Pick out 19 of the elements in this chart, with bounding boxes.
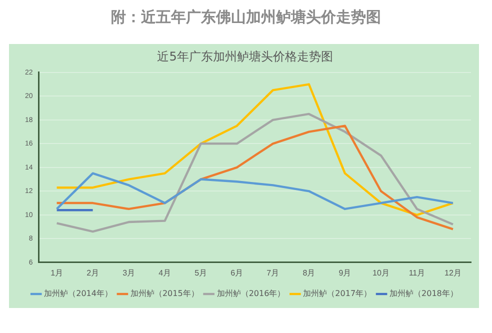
chart-title: 附：近五年广东佛山加州鲈塘头价走势图 (110, 8, 382, 27)
legend-label: 加州鲈（2017年） (303, 289, 372, 298)
x-tick-label: 2月 (86, 268, 100, 278)
x-tick-label: 7月 (266, 268, 280, 278)
legend-label: 加州鲈（2014年） (44, 289, 112, 298)
x-tick-label: 11月 (408, 268, 426, 278)
x-tick-label: 10月 (372, 268, 390, 278)
x-tick-label: 8月 (302, 268, 316, 278)
x-tick-label: 12月 (444, 268, 462, 278)
x-tick-label: 6月 (230, 268, 244, 278)
legend-label: 加州鲈（2015年） (130, 289, 199, 298)
chart-subtitle: 近5年广东加州鲈塘头价格走势图 (157, 49, 333, 64)
x-tick-label: 1月 (50, 268, 64, 278)
x-tick-label: 3月 (122, 268, 136, 278)
x-tick-label: 4月 (158, 268, 172, 278)
x-tick-label: 5月 (194, 268, 208, 278)
legend-label: 加州鲈（2016年） (216, 289, 286, 298)
legend-label: 加州鲈（2018年） (390, 289, 458, 298)
x-tick-label: 9月 (338, 268, 352, 278)
